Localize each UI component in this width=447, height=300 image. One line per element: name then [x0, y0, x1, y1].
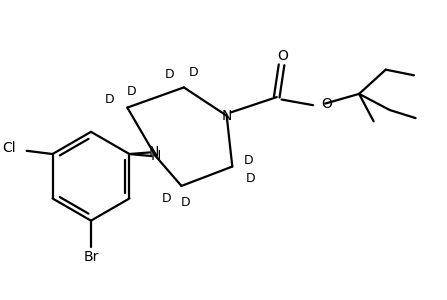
Text: D: D [164, 68, 174, 81]
Text: D: D [181, 196, 190, 208]
Text: Cl: Cl [2, 141, 15, 155]
Text: D: D [245, 172, 255, 185]
Text: O: O [321, 97, 332, 111]
Text: Br: Br [83, 250, 99, 264]
Text: N: N [148, 146, 159, 159]
Text: D: D [162, 192, 172, 206]
Text: D: D [105, 93, 114, 106]
Text: N: N [150, 149, 161, 163]
Text: D: D [244, 154, 253, 166]
Text: O: O [278, 49, 289, 63]
Text: N: N [221, 109, 232, 123]
Text: D: D [127, 85, 136, 98]
Text: D: D [189, 66, 198, 80]
